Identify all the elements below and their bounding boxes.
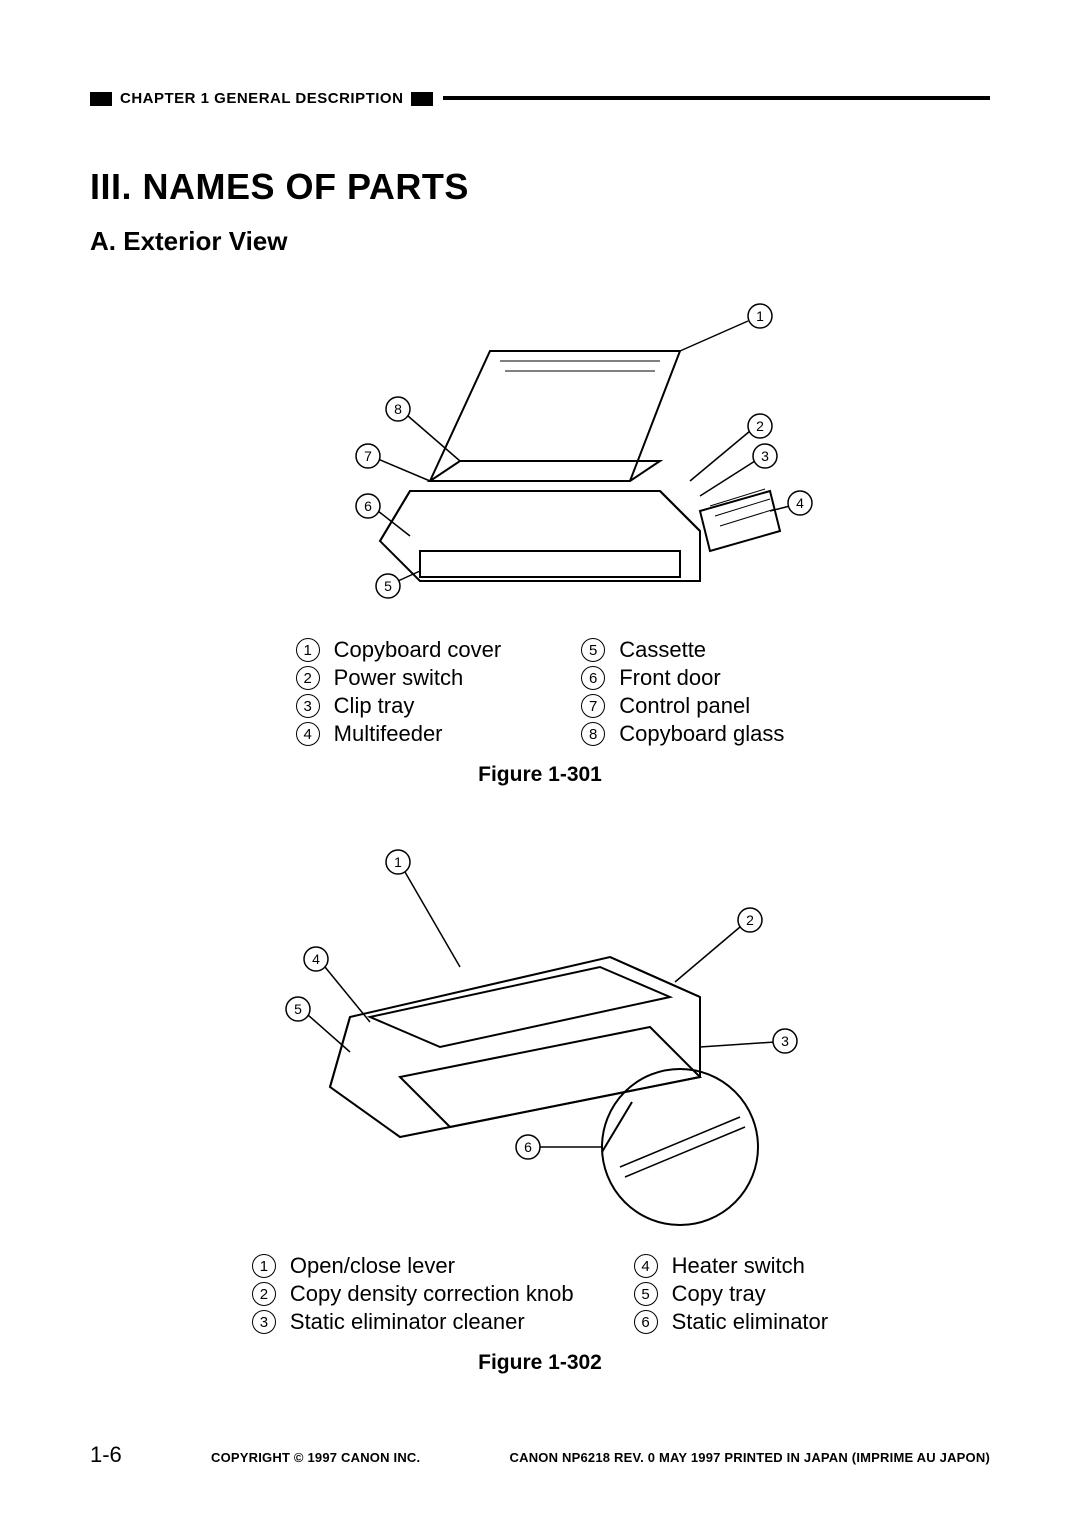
legend-item: 3 Static eliminator cleaner	[252, 1309, 574, 1335]
legend-item: 2 Power switch	[296, 665, 502, 691]
figure2-caption: Figure 1-302	[478, 1351, 602, 1375]
legend-label: Static eliminator	[672, 1309, 829, 1335]
legend-item: 1 Copyboard cover	[296, 637, 502, 663]
circled-number: 4	[296, 722, 320, 746]
legend-label: Static eliminator cleaner	[290, 1309, 525, 1335]
legend-item: 3 Clip tray	[296, 693, 502, 719]
page: CHAPTER 1 GENERAL DESCRIPTION III. NAMES…	[0, 0, 1080, 1528]
legend-item: 4 Multifeeder	[296, 721, 502, 747]
circled-number: 1	[252, 1254, 276, 1278]
legend-label: Copy density correction knob	[290, 1281, 574, 1307]
circled-number: 4	[634, 1254, 658, 1278]
circled-number: 3	[296, 694, 320, 718]
svg-text:1: 1	[394, 854, 402, 870]
diagram-exterior-open: 1 4 5 2 3 6	[230, 817, 850, 1237]
legend-label: Front door	[619, 665, 721, 691]
circled-number: 6	[634, 1310, 658, 1334]
header-box-icon	[90, 92, 112, 106]
legend-label: Copyboard cover	[334, 637, 502, 663]
figure1-caption: Figure 1-301	[478, 763, 602, 787]
circled-number: 1	[296, 638, 320, 662]
svg-text:6: 6	[364, 498, 372, 514]
page-footer: 1-6 COPYRIGHT © 1997 CANON INC. CANON NP…	[90, 1442, 990, 1468]
header-lead: CHAPTER 1 GENERAL DESCRIPTION	[90, 90, 443, 107]
legend-item: 2 Copy density correction knob	[252, 1281, 574, 1307]
legend-label: Copy tray	[672, 1281, 766, 1307]
page-number: 1-6	[90, 1442, 122, 1468]
legend-item: 5 Copy tray	[634, 1281, 829, 1307]
figure1-legend: 1 Copyboard cover 2 Power switch 3 Clip tra…	[296, 635, 785, 749]
figure1-legend-right: 5 Cassette 6 Front door 7 Control panel 8 Co…	[581, 635, 784, 749]
legend-item: 5 Cassette	[581, 637, 784, 663]
circled-number: 8	[581, 722, 605, 746]
copyright: COPYRIGHT © 1997 CANON INC.	[211, 1450, 420, 1465]
legend-label: Cassette	[619, 637, 706, 663]
legend-item: 1 Open/close lever	[252, 1253, 574, 1279]
circled-number: 6	[581, 666, 605, 690]
circled-number: 3	[252, 1310, 276, 1334]
svg-text:5: 5	[294, 1001, 302, 1017]
figure1-legend-left: 1 Copyboard cover 2 Power switch 3 Clip tra…	[296, 635, 502, 749]
svg-text:5: 5	[384, 578, 392, 594]
header-tail-icon	[411, 92, 433, 106]
legend-item: 7 Control panel	[581, 693, 784, 719]
svg-text:1: 1	[756, 308, 764, 324]
legend-label: Clip tray	[334, 693, 415, 719]
circled-number: 2	[296, 666, 320, 690]
figure2-legend: 1 Open/close lever 2 Copy density correcti…	[252, 1251, 828, 1337]
legend-label: Multifeeder	[334, 721, 443, 747]
svg-text:7: 7	[364, 448, 372, 464]
legend-item: 6 Front door	[581, 665, 784, 691]
svg-text:3: 3	[761, 448, 769, 464]
page-header: CHAPTER 1 GENERAL DESCRIPTION	[90, 90, 990, 106]
svg-text:6: 6	[524, 1139, 532, 1155]
svg-text:2: 2	[746, 912, 754, 928]
legend-label: Copyboard glass	[619, 721, 784, 747]
figure2-legend-left: 1 Open/close lever 2 Copy density correcti…	[252, 1251, 574, 1337]
legend-label: Control panel	[619, 693, 750, 719]
circled-number: 2	[252, 1282, 276, 1306]
circled-number: 5	[634, 1282, 658, 1306]
chapter-label: CHAPTER 1 GENERAL DESCRIPTION	[120, 90, 403, 107]
svg-text:3: 3	[781, 1033, 789, 1049]
legend-item: 8 Copyboard glass	[581, 721, 784, 747]
legend-item: 6 Static eliminator	[634, 1309, 829, 1335]
diagram-exterior-closed: 1 8 7 6 5 2 3 4	[260, 281, 820, 621]
svg-text:2: 2	[756, 418, 764, 434]
legend-item: 4 Heater switch	[634, 1253, 829, 1279]
figure-1-302: 1 4 5 2 3 6 1 Open/close lever	[90, 817, 990, 1405]
circled-number: 7	[581, 694, 605, 718]
svg-text:4: 4	[796, 495, 804, 511]
circled-number: 5	[581, 638, 605, 662]
legend-label: Power switch	[334, 665, 464, 691]
svg-text:4: 4	[312, 951, 320, 967]
svg-text:8: 8	[394, 401, 402, 417]
legend-label: Heater switch	[672, 1253, 805, 1279]
subsection-title: A. Exterior View	[90, 226, 990, 257]
figure-1-301: 1 8 7 6 5 2 3 4	[90, 281, 990, 817]
figure2-legend-right: 4 Heater switch 5 Copy tray 6 Static elimin…	[634, 1251, 829, 1337]
legend-label: Open/close lever	[290, 1253, 455, 1279]
section-title: III. NAMES OF PARTS	[90, 166, 990, 208]
doc-id: CANON NP6218 REV. 0 MAY 1997 PRINTED IN …	[510, 1450, 990, 1465]
